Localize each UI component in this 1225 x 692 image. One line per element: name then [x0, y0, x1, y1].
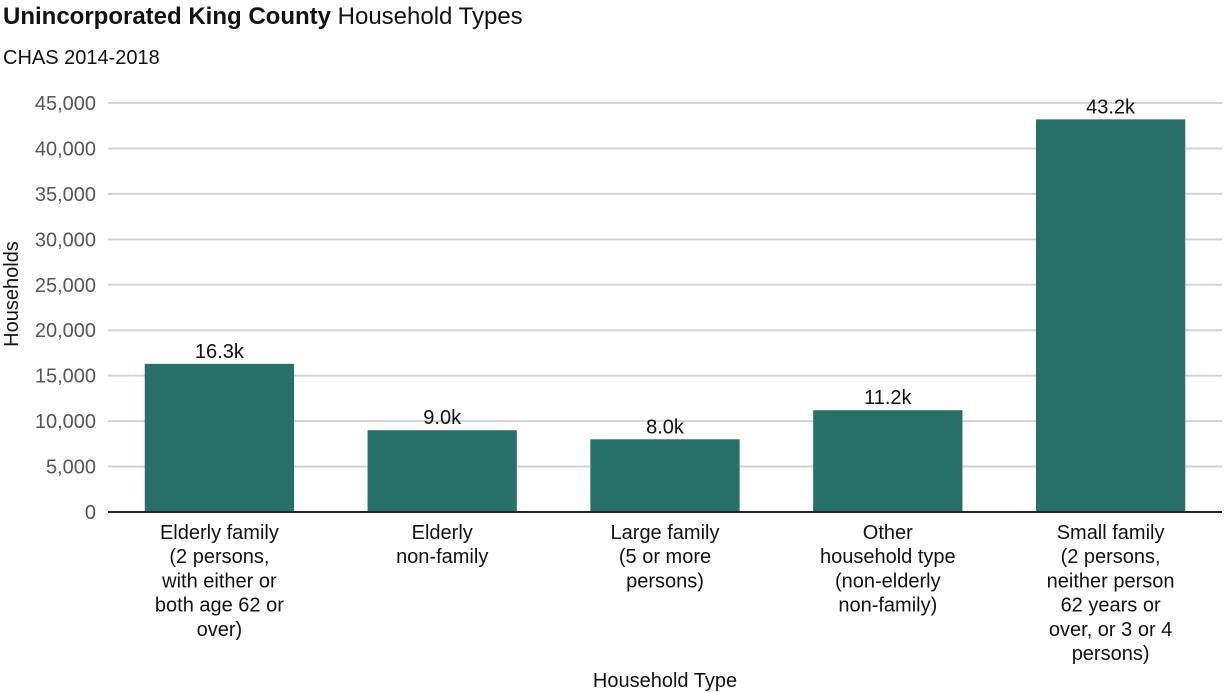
x-category-line: Elderly family [160, 522, 279, 544]
y-tick-label: 0 [85, 502, 96, 524]
x-category-label: Elderly family (2 persons, with either or b… [155, 522, 284, 641]
x-category-label: Small family (2 persons, neither person 62 … [1047, 522, 1175, 665]
y-axis-ticks: 0 5,000 10,000 15,000 20,000 25,000 30,000 35,0… [35, 93, 96, 524]
x-axis-label: Household Type [593, 670, 737, 692]
bar [590, 439, 740, 512]
x-category-line: persons) [1072, 643, 1150, 665]
bar [1035, 119, 1186, 513]
y-tick-label: 45,000 [35, 93, 96, 115]
bar [367, 430, 517, 512]
bar [144, 363, 295, 512]
x-category-line: (non-elderly [835, 570, 941, 592]
y-tick-label: 40,000 [35, 138, 96, 160]
x-category-line: Large family [611, 522, 720, 544]
x-category-line: 62 years or [1061, 595, 1161, 617]
x-category-line: over) [197, 619, 243, 641]
chart-title-rest: Household Types [331, 3, 523, 30]
x-category-line: household type [820, 546, 956, 568]
chart-subtitle: CHAS 2014-2018 [3, 47, 160, 69]
y-tick-label: 5,000 [46, 457, 96, 479]
x-axis-categories: Elderly family (2 persons, with either or b… [155, 522, 1175, 665]
x-category-line: non-family) [838, 595, 937, 617]
y-tick-label: 30,000 [35, 229, 96, 251]
bars [144, 119, 1186, 513]
x-category-line: persons) [626, 570, 704, 592]
x-category-label: Large family (5 or more persons) [611, 522, 720, 592]
y-tick-label: 15,000 [35, 366, 96, 388]
y-tick-label: 20,000 [35, 320, 96, 342]
bar-value-label: 9.0k [423, 407, 462, 429]
y-tick-label: 25,000 [35, 275, 96, 297]
x-category-line: over, or 3 or 4 [1049, 619, 1172, 641]
x-category-line: Elderly [412, 522, 473, 544]
x-category-line: both age 62 or [155, 595, 284, 617]
x-category-label: Other household type (non-elderly non-famil… [820, 522, 956, 617]
x-category-label: Elderly non-family [396, 522, 488, 568]
bar-value-label: 8.0k [646, 416, 685, 438]
x-category-line: neither person [1047, 570, 1175, 592]
x-category-line: (5 or more [619, 546, 711, 568]
chart-title-bold: Unincorporated King County [3, 3, 332, 30]
x-category-line: Small family [1057, 522, 1165, 544]
bar-value-label: 11.2k [864, 387, 912, 409]
x-category-line: non-family [396, 546, 488, 568]
x-category-line: (2 persons, [169, 546, 269, 568]
y-axis-label: Households [1, 241, 23, 347]
x-category-line: with either or [161, 570, 277, 592]
data-labels: 16.3k 9.0k 8.0k 11.2k 43.2k [195, 96, 1136, 438]
x-category-line: (2 persons, [1061, 546, 1161, 568]
chart-title: Unincorporated King County Household Typ… [3, 3, 523, 30]
bar-value-label: 16.3k [195, 341, 245, 363]
bar-value-label: 43.2k [1086, 96, 1136, 118]
y-tick-label: 35,000 [35, 184, 96, 206]
y-tick-label: 10,000 [35, 411, 96, 433]
x-category-line: Other [863, 522, 913, 544]
bar [813, 410, 963, 512]
